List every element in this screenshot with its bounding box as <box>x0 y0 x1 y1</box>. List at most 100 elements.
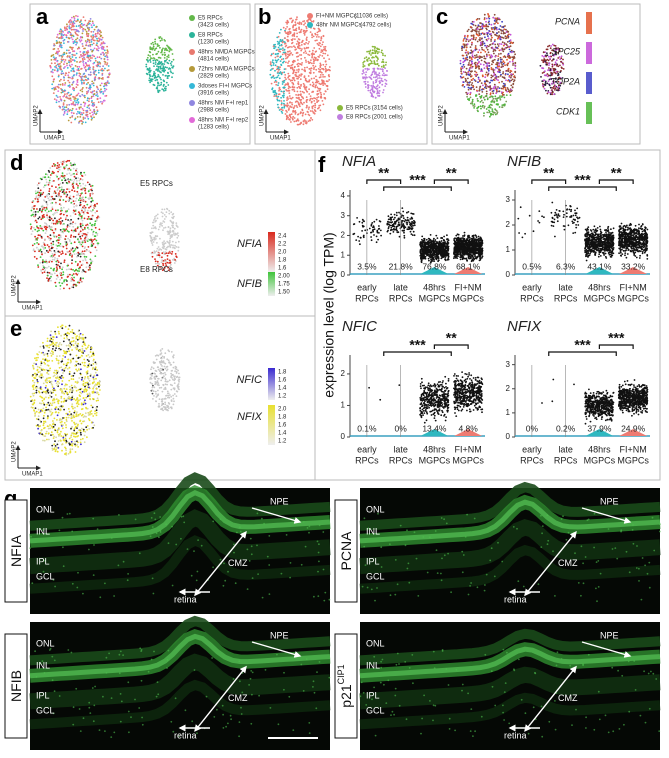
cell-dot <box>91 111 93 113</box>
cell-dot <box>80 178 82 180</box>
cell-dot <box>88 246 90 248</box>
cell-dot <box>85 397 87 399</box>
cell-dot <box>51 206 53 208</box>
cell-dot <box>153 65 155 67</box>
cell-dot <box>62 417 64 419</box>
cell-dot <box>492 112 494 114</box>
cell-dot <box>106 85 108 87</box>
cell-dot <box>276 61 278 63</box>
cell-dot <box>300 91 302 93</box>
cell-dot <box>80 281 82 283</box>
cell-dot <box>36 239 38 241</box>
cell-dot <box>51 55 53 57</box>
cell-dot <box>59 213 61 215</box>
cell-dot <box>156 59 158 61</box>
cell-dot <box>503 48 505 50</box>
cell-dot <box>79 183 81 185</box>
cell-dot <box>76 180 78 182</box>
cell-dot <box>51 255 53 257</box>
cell-dot <box>486 54 488 56</box>
cell-dot <box>56 61 58 63</box>
cell-dot <box>480 33 482 35</box>
cell-dot <box>65 243 67 245</box>
cell-dot <box>310 62 312 64</box>
cell-dot <box>157 263 159 265</box>
cell-dot <box>314 107 316 109</box>
cell-dot <box>82 246 84 248</box>
cell-dot <box>79 39 81 41</box>
cell-dot <box>60 161 62 163</box>
cell-dot <box>296 105 298 107</box>
cell-dot <box>154 84 156 86</box>
color-scale <box>586 72 592 94</box>
cell-dot <box>108 65 110 67</box>
cell-dot <box>294 69 296 71</box>
cell-dot <box>83 102 85 104</box>
cell-dot <box>60 183 62 185</box>
cell-dot <box>91 57 93 59</box>
cell-dot <box>71 110 73 112</box>
cell-dot <box>490 88 492 90</box>
cell-dot <box>495 34 497 36</box>
cell-dot <box>460 67 462 69</box>
cell-dot <box>59 273 61 275</box>
cell-dot <box>315 66 317 68</box>
cell-dot <box>102 78 104 80</box>
cell-dot <box>74 29 76 31</box>
cell-dot <box>59 37 61 39</box>
cell-dot <box>307 111 309 113</box>
cell-dot <box>545 90 547 92</box>
cell-dot <box>556 59 558 61</box>
cell-dot <box>87 224 89 226</box>
cell-dot <box>82 45 84 47</box>
cell-dot <box>84 218 86 220</box>
cell-dot <box>48 246 50 248</box>
cell-dot <box>150 80 152 82</box>
cell-dot <box>543 51 545 53</box>
cell-dot <box>487 99 489 101</box>
cell-dot <box>175 242 177 244</box>
cell-dot <box>172 217 174 219</box>
cell-dot <box>291 102 293 104</box>
cell-dot <box>463 71 465 73</box>
cell-dot <box>302 113 304 115</box>
cell-dot <box>56 268 58 270</box>
cell-dot <box>55 252 57 254</box>
cell-dot <box>75 200 77 202</box>
gene-label: NFIB <box>237 278 262 290</box>
cell-dot <box>64 66 66 68</box>
cell-dot <box>483 49 485 51</box>
cell-dot <box>474 49 476 51</box>
cell-dot <box>49 247 51 249</box>
cell-dot <box>31 207 33 209</box>
legend-count: (3916 cells) <box>198 91 229 97</box>
cell-dot <box>172 234 174 236</box>
cell-dot <box>46 208 48 210</box>
cell-dot <box>91 197 93 199</box>
cell-dot <box>304 75 306 77</box>
cell-dot <box>42 408 44 410</box>
cell-dot <box>468 87 470 89</box>
cell-dot <box>469 67 471 69</box>
cell-dot <box>296 52 298 54</box>
cell-dot <box>150 61 152 63</box>
cell-dot <box>153 71 155 73</box>
cell-dot <box>77 35 79 37</box>
legend-swatch <box>307 13 313 19</box>
cell-dot <box>164 209 166 211</box>
cell-dot <box>167 84 169 86</box>
cell-dot <box>47 198 49 200</box>
cell-dot <box>506 47 508 49</box>
cell-dot <box>70 254 72 256</box>
cell-dot <box>52 402 54 404</box>
cell-dot <box>87 116 89 118</box>
cell-dot <box>383 89 385 91</box>
cell-dot <box>55 228 57 230</box>
cell-dot <box>296 100 298 102</box>
cell-dot <box>303 30 305 32</box>
cell-dot <box>291 113 293 115</box>
cell-dot <box>75 261 77 263</box>
cell-dot <box>35 190 37 192</box>
cell-dot <box>476 19 478 21</box>
cell-dot <box>86 236 88 238</box>
